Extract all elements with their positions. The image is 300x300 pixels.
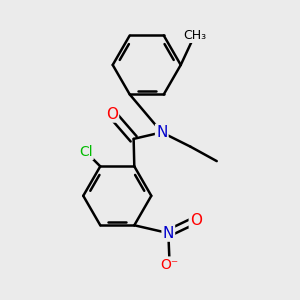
Text: CH₃: CH₃ xyxy=(183,29,206,42)
Text: O: O xyxy=(190,212,202,227)
Text: Cl: Cl xyxy=(79,145,93,159)
Text: N: N xyxy=(163,226,174,241)
Text: O: O xyxy=(106,106,118,122)
Text: O⁻: O⁻ xyxy=(160,257,179,272)
Text: N: N xyxy=(156,125,167,140)
